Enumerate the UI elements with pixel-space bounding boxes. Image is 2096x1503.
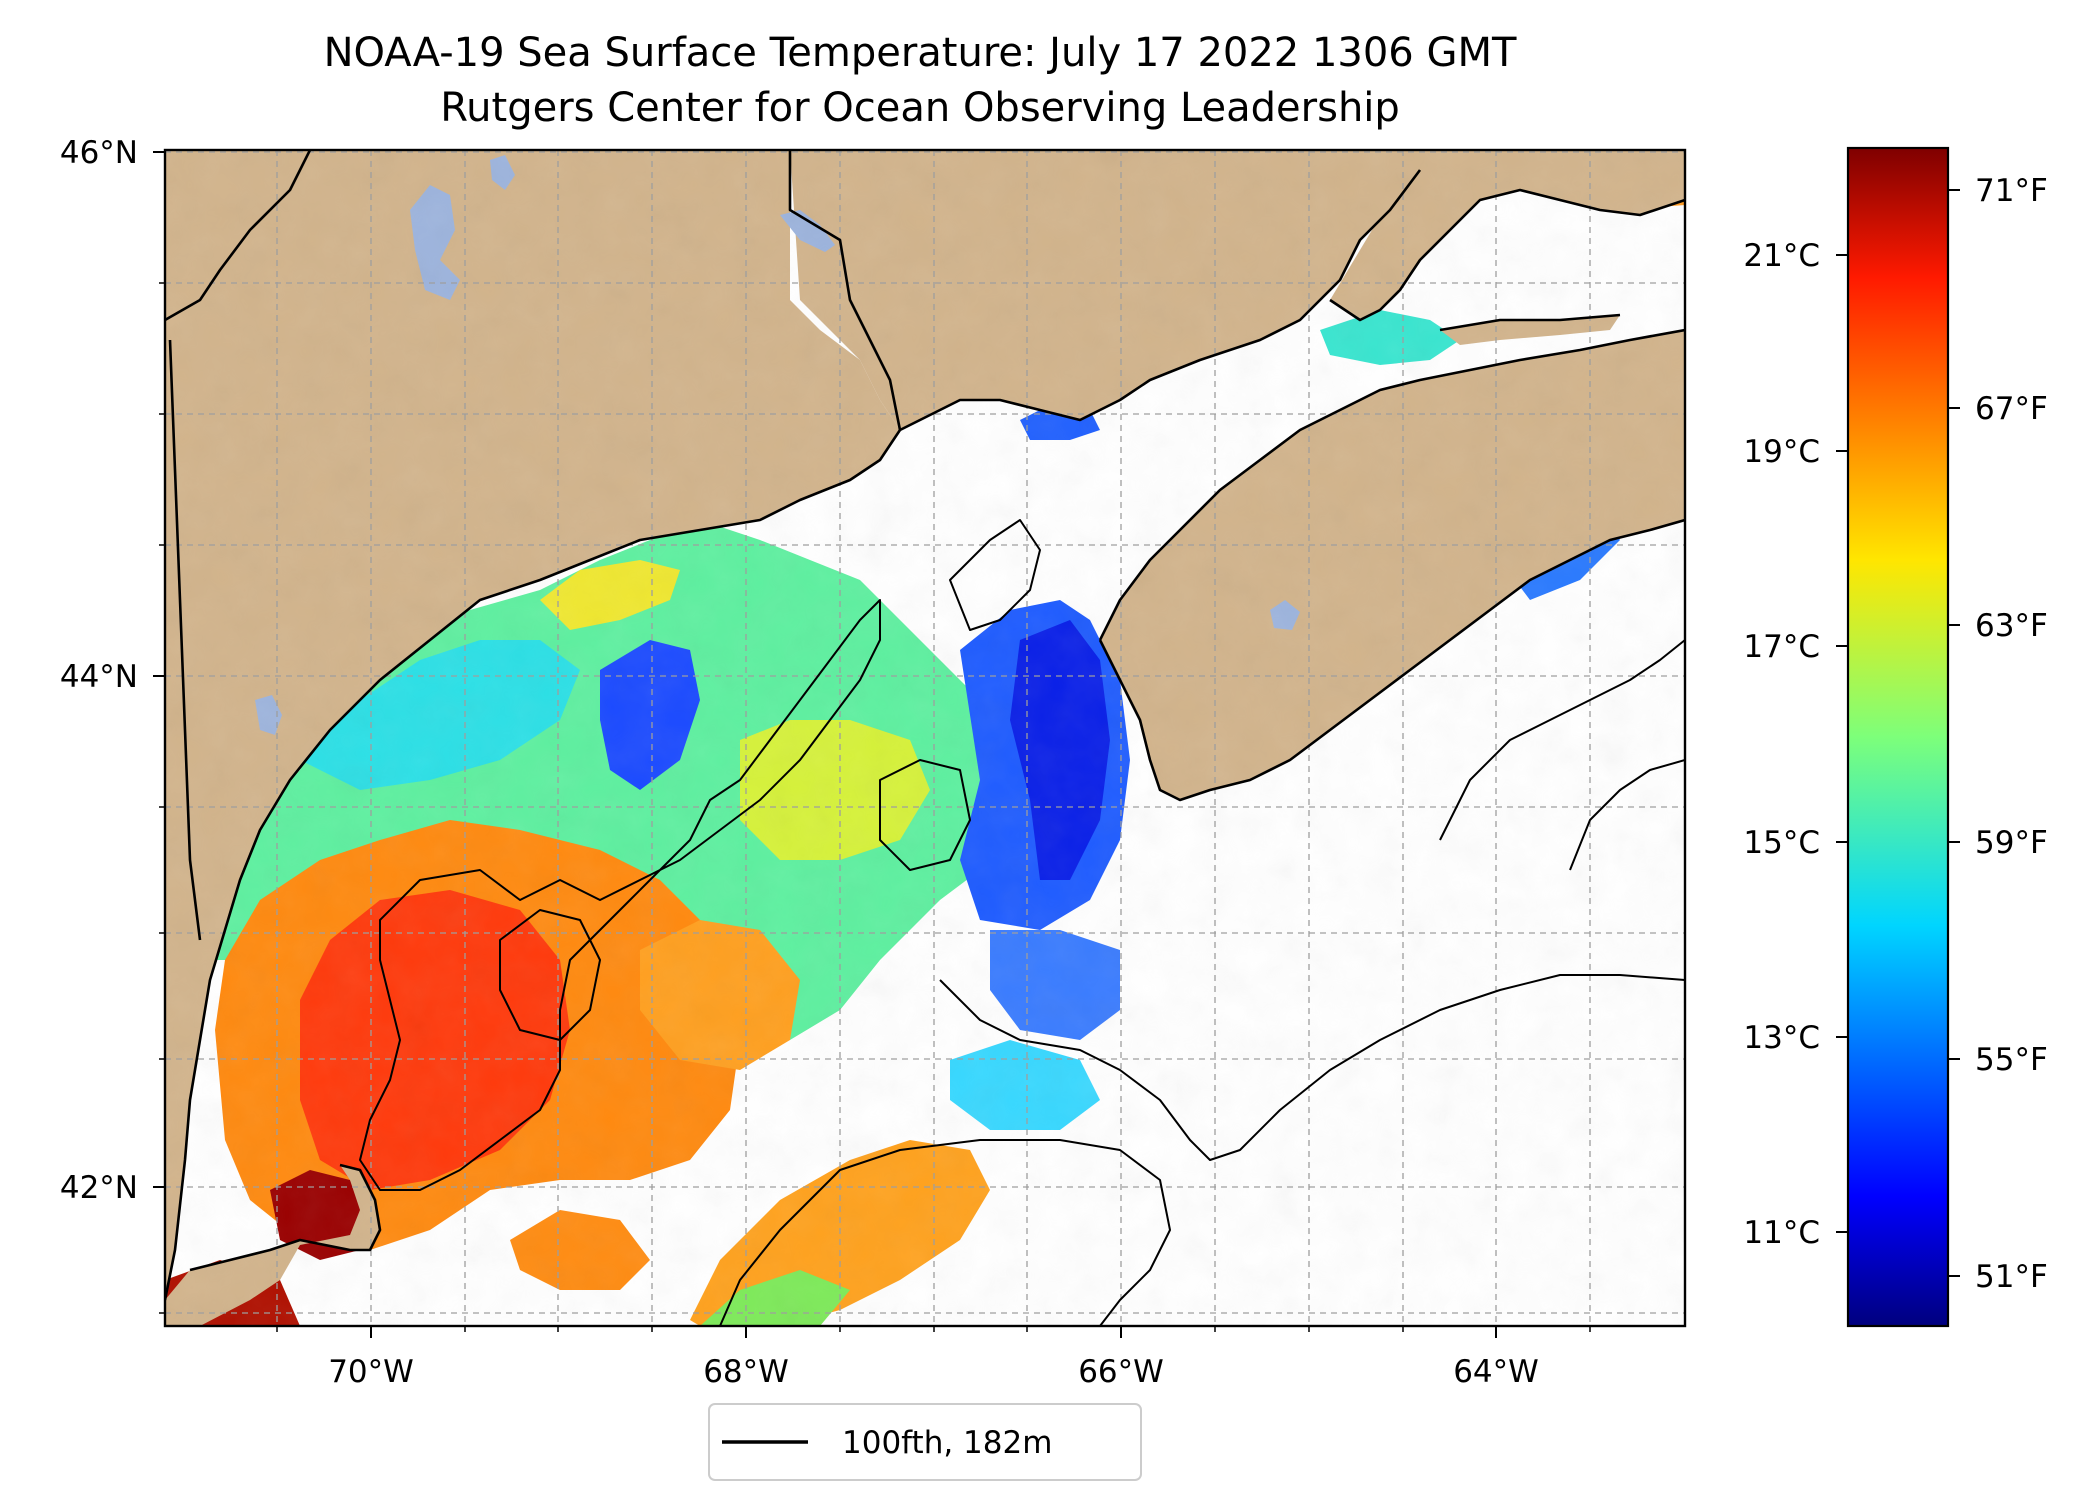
colorbar-fahrenheit-tick: 67°F	[1975, 391, 2048, 427]
lat-tick-label: 42°N	[60, 1170, 138, 1206]
lat-tick-label: 46°N	[60, 135, 138, 171]
coastlines	[165, 150, 1685, 1301]
isobath-northeast-channel	[939, 974, 1685, 1161]
coastline-nova-scotia-south	[1098, 518, 1685, 802]
colorbar: 21°C 19°C 17°C 15°C 13°C 11°C 71°F 67°F …	[1743, 146, 2048, 1328]
colorbar-celsius-tick: 11°C	[1743, 1215, 1820, 1251]
latitude-axis: 46°N 44°N 42°N	[60, 135, 165, 1314]
coastline-fundy-north	[899, 169, 1422, 432]
sst-texture	[165, 150, 1685, 1326]
map-subtitle: Rutgers Center for Ocean Observing Leade…	[440, 85, 1400, 131]
isobath-jordan-basin	[879, 759, 971, 871]
colorbar-celsius-tick: 15°C	[1743, 825, 1820, 861]
coastline-new-england	[165, 429, 902, 1301]
map-panel	[165, 150, 1685, 1326]
map-frame	[163, 148, 1687, 1328]
border-nh-maine	[168, 339, 202, 941]
isobath-gulf-of-maine	[359, 599, 881, 1191]
isobath-scotian-shelf-2	[1569, 759, 1685, 871]
colorbar-fahrenheit-tick: 51°F	[1975, 1259, 2048, 1295]
graticule	[165, 150, 1685, 1326]
border-maine-nb	[788, 150, 902, 431]
legend-label: 100fth, 182m	[842, 1425, 1052, 1461]
isobath-100fth	[359, 519, 1685, 1326]
coastline-nova-scotia-west	[1098, 328, 1685, 641]
lon-tick-label: 68°W	[703, 1354, 789, 1390]
colorbar-fahrenheit-tick: 71°F	[1975, 173, 2048, 209]
isobath-scotian-shelf-1	[1439, 639, 1685, 841]
lon-tick-label: 66°W	[1078, 1354, 1164, 1390]
colorbar-celsius-tick: 13°C	[1743, 1020, 1820, 1056]
isobath-browns-bank	[949, 519, 1041, 631]
colorbar-celsius-tick: 17°C	[1743, 629, 1820, 665]
colorbar-celsius-tick: 21°C	[1743, 238, 1820, 274]
legend: 100fth, 182m	[708, 1403, 1142, 1481]
colorbar-gradient	[1846, 146, 1950, 1328]
coastline-prince-edward-island	[1439, 313, 1621, 332]
coastline-cape-cod	[189, 1163, 382, 1272]
colorbar-fahrenheit-tick: 59°F	[1975, 825, 2048, 861]
legend-box	[708, 1403, 1142, 1481]
colorbar-celsius-tick: 19°C	[1743, 434, 1820, 470]
longitude-axis: 70°W 68°W 66°W 64°W	[276, 1326, 1591, 1390]
lon-tick-label: 70°W	[328, 1354, 414, 1390]
lon-tick-label: 64°W	[1453, 1354, 1539, 1390]
colorbar-fahrenheit-tick: 63°F	[1975, 608, 2048, 644]
border-maine-quebec	[165, 150, 312, 322]
coastline-northumberland	[1329, 188, 1685, 322]
colorbar-fahrenheit-tick: 55°F	[1975, 1042, 2048, 1078]
isobath-georges-bank	[719, 1139, 1171, 1326]
lat-tick-label: 44°N	[60, 659, 138, 695]
isobath-inner-basin	[499, 909, 601, 1041]
map-title: NOAA-19 Sea Surface Temperature: July 17…	[324, 30, 1517, 76]
